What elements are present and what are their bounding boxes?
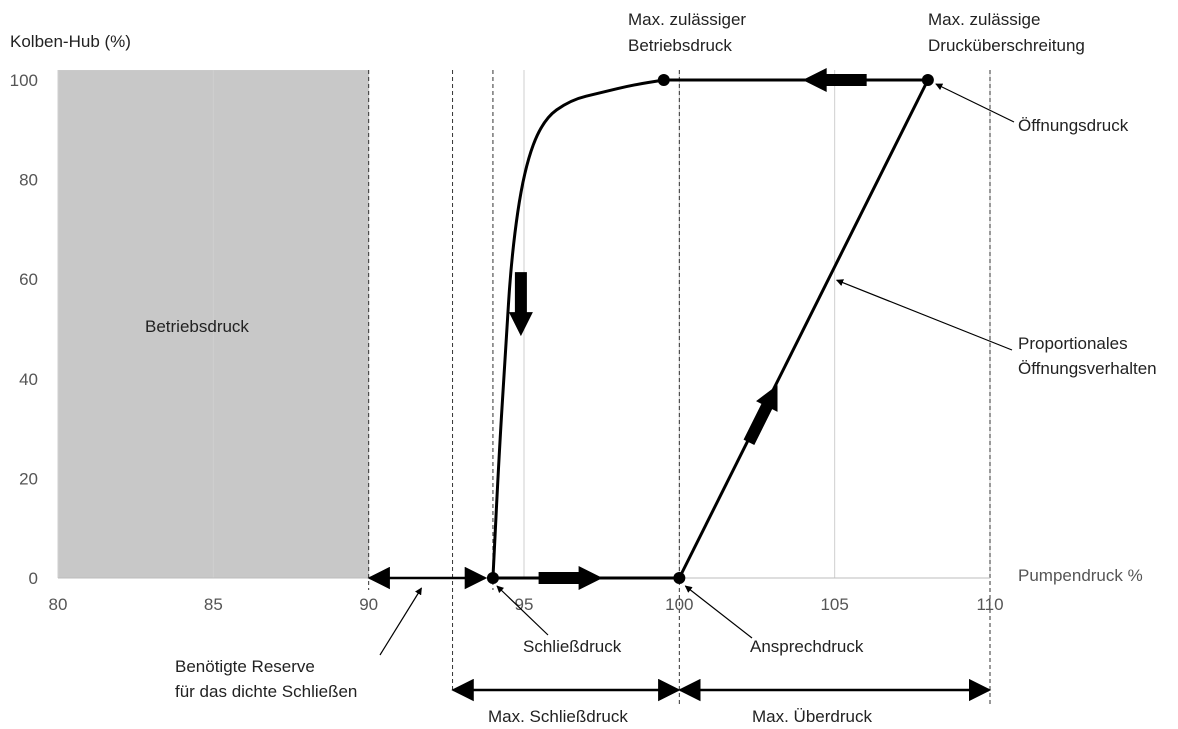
annotation-max-druckueberschreitung-line2: Drucküberschreitung <box>928 36 1085 55</box>
y-tick-label: 100 <box>10 71 38 90</box>
annotation-max-betriebsdruck-line2: Betriebsdruck <box>628 36 732 55</box>
x-tick-label: 80 <box>49 595 68 614</box>
direction-arrows <box>508 68 867 590</box>
annotation-max-betriebsdruck-line1: Max. zulässiger <box>628 10 746 29</box>
span-label-max-ueberdruck: Max. Überdruck <box>752 707 872 726</box>
annotation-leader-lines <box>379 83 1015 656</box>
y-tick-label: 0 <box>29 569 38 588</box>
span-label-max-schliessdruck: Max. Schließdruck <box>488 707 628 726</box>
annotation-oeffnungsdruck: Öffnungsdruck <box>1018 116 1129 135</box>
y-tick-label: 20 <box>19 469 38 488</box>
leader-line <box>935 83 1015 123</box>
x-tick-label: 90 <box>359 595 378 614</box>
range-span-arrows <box>367 566 992 702</box>
annotation-proportional-line2: Öffnungsverhalten <box>1018 359 1157 378</box>
leader-line <box>684 585 753 639</box>
y-tick-label: 40 <box>19 370 38 389</box>
series-opening <box>677 79 930 579</box>
arrow-up-right <box>743 385 778 445</box>
annotation-schliessdruck: Schließdruck <box>523 637 622 656</box>
x-tick-label: 95 <box>515 595 534 614</box>
data-point <box>657 74 670 86</box>
data-point <box>673 572 686 584</box>
dashed-reference-lines <box>368 70 991 705</box>
x-tick-labels: 80 85 90 95 100 105 110 <box>49 595 1004 614</box>
y-tick-label: 60 <box>19 270 38 289</box>
annotation-reserve-line2: für das dichte Schließen <box>175 682 357 701</box>
annotation-max-druckueberschreitung-line1: Max. zulässige <box>928 10 1040 29</box>
x-tick-label: 100 <box>665 595 693 614</box>
data-point <box>486 572 499 584</box>
annotation-ansprechdruck: Ansprechdruck <box>750 637 864 656</box>
leader-line <box>379 587 422 656</box>
x-tick-label: 105 <box>820 595 848 614</box>
annotation-reserve-line1: Benötigte Reserve <box>175 657 315 676</box>
arrow-right <box>538 566 603 590</box>
arrow-left <box>802 68 867 92</box>
x-tick-label: 110 <box>976 595 1003 614</box>
shaded-region-label: Betriebsdruck <box>145 317 249 336</box>
x-axis-label: Pumpendruck % <box>1018 566 1143 585</box>
hysteresis-curve <box>491 78 930 580</box>
annotation-proportional-line1: Proportionales <box>1018 334 1128 353</box>
y-tick-label: 80 <box>19 171 38 190</box>
y-axis-label: Kolben-Hub (%) <box>10 32 131 51</box>
x-tick-label: 85 <box>204 595 223 614</box>
series-closing <box>491 78 665 579</box>
data-point <box>921 74 934 86</box>
arrow-down <box>508 272 533 337</box>
key-points <box>486 74 934 584</box>
leader-line <box>496 585 549 636</box>
y-tick-labels: 0 20 40 60 80 100 <box>10 71 38 588</box>
leader-line <box>835 279 1013 351</box>
